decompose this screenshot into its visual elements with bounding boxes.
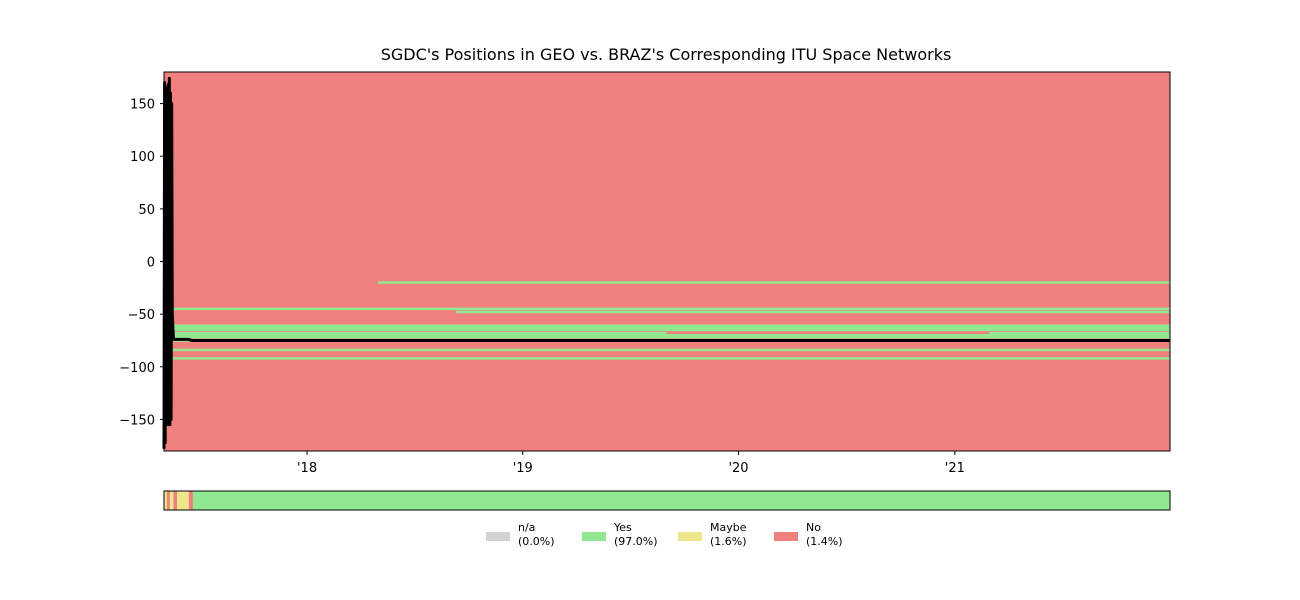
legend-percentage: (1.4%) <box>806 535 843 548</box>
legend-swatch <box>678 532 702 541</box>
legend-label: No <box>806 521 821 534</box>
status-bar-segment <box>169 491 174 510</box>
legend-swatch <box>486 532 510 541</box>
plot-background <box>164 72 1170 451</box>
main-plot-area: 150 100 50 0 −50 −100 −150 '18 '19 '20 '21 <box>119 71 1171 476</box>
status-bar <box>163 490 1171 511</box>
x-tick-label: '18 <box>297 461 317 476</box>
legend: n/a(0.0%) Yes(97.0%) Maybe(1.6%) No(1.4%) <box>486 521 843 548</box>
status-bar-segment <box>173 491 178 510</box>
y-tick-label: −50 <box>128 308 155 323</box>
legend-label: Yes <box>613 521 632 534</box>
legend-percentage: (0.0%) <box>518 535 555 548</box>
status-bar-segment <box>164 491 167 510</box>
y-tick-label: 0 <box>147 256 155 271</box>
y-tick-label: 150 <box>130 98 155 113</box>
y-tick-label: −100 <box>119 361 155 376</box>
status-bar-segment <box>177 491 189 510</box>
x-tick-label: '19 <box>513 461 533 476</box>
x-tick-label: '20 <box>728 461 748 476</box>
legend-swatch <box>774 532 798 541</box>
y-tick-label: 50 <box>138 203 155 218</box>
legend-percentage: (1.6%) <box>710 535 747 548</box>
chart-title: SGDC's Positions in GEO vs. BRAZ's Corre… <box>381 45 952 64</box>
legend-label: n/a <box>518 521 535 534</box>
legend-swatch <box>582 532 606 541</box>
status-bar-segment <box>166 491 170 510</box>
position-series-line <box>162 76 1170 449</box>
legend-percentage: (97.0%) <box>614 535 658 548</box>
y-tick-label: 100 <box>130 150 155 165</box>
status-bar-segment <box>192 491 1170 510</box>
status-bar-frame <box>163 490 1171 511</box>
status-bar-segment <box>188 491 193 510</box>
y-tick-label: −150 <box>119 413 155 428</box>
x-tick-label: '21 <box>945 461 965 476</box>
legend-label: Maybe <box>710 521 747 534</box>
